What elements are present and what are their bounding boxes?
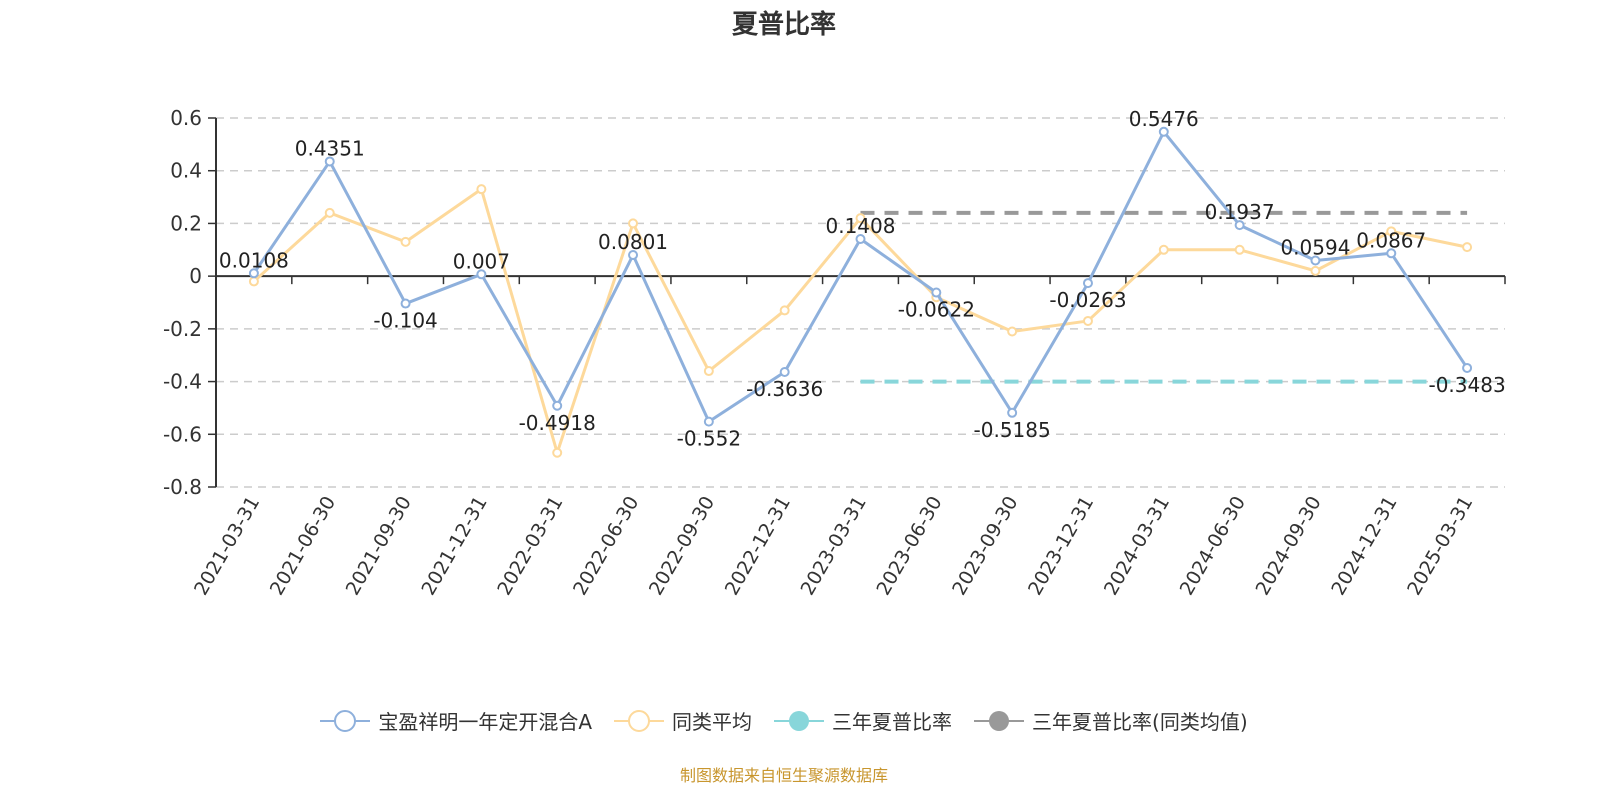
y-tick-label: -0.4 (163, 370, 202, 394)
data-label: -0.5185 (974, 418, 1051, 442)
data-point[interactable] (248, 276, 259, 287)
x-tick-label: 2023-12-31 (1024, 493, 1098, 600)
x-tick-label: 2024-12-31 (1327, 493, 1401, 600)
legend-label: 三年夏普比率(同类均值) (1032, 710, 1248, 734)
data-label: 0.1937 (1205, 200, 1275, 224)
data-point[interactable] (703, 366, 714, 377)
x-tick-label: 2023-09-30 (948, 492, 1022, 599)
data-point[interactable] (855, 213, 866, 224)
x-tick-label: 2024-09-30 (1252, 493, 1326, 600)
data-label: 0.5476 (1129, 107, 1199, 131)
legend-label: 宝盈祥明一年定开混合A (378, 710, 593, 734)
data-label: 0.007 (453, 249, 510, 273)
data-point[interactable] (1234, 244, 1245, 255)
filled-circle-icon (774, 710, 825, 731)
hollow-circle-icon (614, 709, 665, 732)
chart-title: 夏普比率 (731, 10, 836, 40)
legend-item-class-average[interactable]: 同类平均 (614, 706, 752, 735)
x-tick-label: 2022-03-31 (493, 493, 567, 600)
legend-item-three-year-sharpe-class-avg[interactable]: 三年夏普比率(同类均值) (974, 706, 1248, 735)
data-point[interactable] (628, 218, 639, 229)
data-point[interactable] (1082, 315, 1093, 326)
data-label: -0.104 (373, 309, 437, 333)
data-point[interactable] (248, 268, 259, 279)
data-point[interactable] (476, 184, 487, 195)
data-point[interactable] (552, 447, 563, 458)
data-label: -0.552 (677, 427, 741, 451)
y-tick-label: -0.8 (163, 475, 202, 499)
x-tick-label: 2021-03-31 (190, 493, 264, 600)
x-tick-label: 2022-09-30 (645, 493, 719, 600)
data-point[interactable] (703, 416, 714, 427)
legend-item-fund[interactable]: 宝盈祥明一年定开混合A (320, 706, 592, 735)
data-label: -0.3483 (1428, 373, 1505, 397)
y-tick-label: -0.2 (163, 317, 202, 341)
data-label: 0.0108 (219, 248, 289, 272)
legend-label: 同类平均 (672, 710, 753, 734)
data-point[interactable] (552, 400, 563, 411)
x-tick-label: 2024-06-30 (1176, 493, 1250, 600)
legend: 宝盈祥明一年定开混合A 同类平均 三年夏普比率 三年夏普比率(同类均值) (0, 706, 1568, 735)
data-point[interactable] (1386, 226, 1397, 237)
legend-item-three-year-sharpe[interactable]: 三年夏普比率 (774, 706, 952, 735)
data-label: -0.0263 (1049, 288, 1126, 312)
data-point[interactable] (400, 236, 411, 247)
data-label: -0.0622 (898, 298, 975, 322)
data-label: 0.0867 (1356, 228, 1426, 252)
data-point[interactable] (1234, 220, 1245, 231)
data-point[interactable] (1310, 255, 1321, 266)
x-tick-label: 2023-06-30 (872, 492, 946, 599)
data-point[interactable] (628, 250, 639, 261)
legend-label: 三年夏普比率 (832, 710, 953, 734)
data-point[interactable] (1007, 326, 1018, 337)
y-tick-label: 0.4 (170, 159, 202, 183)
filled-circle-icon (974, 710, 1025, 731)
x-tick-label: 2023-03-31 (797, 493, 871, 600)
data-point[interactable] (779, 366, 790, 377)
hollow-circle-icon (320, 709, 371, 732)
y-tick-label: -0.6 (163, 422, 202, 446)
x-tick-label: 2021-09-30 (342, 493, 416, 600)
data-point[interactable] (1386, 248, 1397, 259)
data-point[interactable] (1007, 407, 1018, 418)
y-tick-label: 0.6 (170, 106, 202, 130)
data-point[interactable] (1310, 265, 1321, 276)
data-point[interactable] (1158, 244, 1169, 255)
x-tick-label: 2022-06-30 (569, 493, 643, 600)
data-label: 0.0594 (1280, 235, 1350, 259)
data-source-footer: 制图数据来自恒生聚源数据库 (679, 766, 888, 785)
y-tick-label: 0.2 (170, 211, 202, 235)
data-point[interactable] (855, 234, 866, 245)
x-tick-label: 2021-06-30 (266, 493, 340, 600)
x-tick-label: 2021-12-31 (417, 492, 491, 599)
y-tick-label: 0 (189, 264, 202, 288)
data-point[interactable] (1462, 242, 1473, 253)
data-point[interactable] (931, 287, 942, 298)
data-label: 0.1408 (826, 214, 896, 238)
data-label: 0.0801 (598, 230, 668, 254)
x-tick-label: 2024-03-31 (1100, 493, 1174, 600)
data-point[interactable] (476, 269, 487, 280)
data-point[interactable] (324, 156, 335, 167)
data-point[interactable] (324, 207, 335, 218)
x-tick-label: 2025-03-31 (1403, 493, 1477, 600)
data-point[interactable] (1082, 278, 1093, 289)
x-tick-label: 2022-12-31 (721, 493, 795, 600)
data-point[interactable] (779, 305, 790, 316)
data-point[interactable] (400, 298, 411, 309)
data-point[interactable] (1462, 362, 1473, 373)
data-point[interactable] (1158, 126, 1169, 137)
data-label: 0.4351 (295, 136, 365, 160)
data-label: -0.3636 (746, 377, 823, 401)
data-label: -0.4918 (519, 411, 596, 435)
